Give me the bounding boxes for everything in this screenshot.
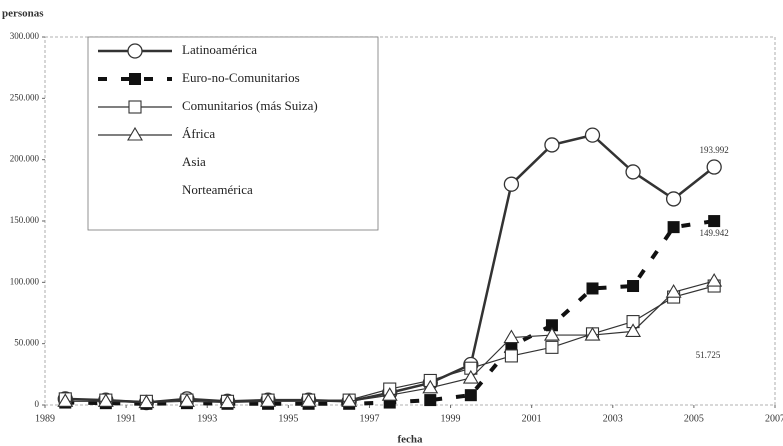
legend-label: Comunitarios (más Suiza) xyxy=(182,98,318,113)
value-label: 149.942 xyxy=(700,228,729,238)
marker xyxy=(586,282,599,295)
marker xyxy=(341,393,358,407)
legend: Latinoamérica Euro-no-Comunitarios Comunit… xyxy=(87,36,379,231)
x-tick-label: 2005 xyxy=(684,413,704,424)
y-tick-label: 100.000 xyxy=(10,276,40,286)
annotation: 51.725 xyxy=(696,350,721,360)
x-tick-label: 2007 xyxy=(765,413,783,424)
x-tick-label: 1989 xyxy=(35,413,55,424)
x-axis-title: fecha xyxy=(397,434,423,446)
marker xyxy=(505,340,518,353)
marker xyxy=(219,394,236,409)
marker xyxy=(545,319,558,332)
marker xyxy=(462,369,479,384)
legend-label: África xyxy=(182,126,215,141)
y-tick-label: 0 xyxy=(35,399,40,409)
x-tick-label: 2003 xyxy=(603,413,623,424)
marker xyxy=(545,340,559,354)
marker xyxy=(464,389,477,402)
marker xyxy=(584,127,601,143)
legend-label: Euro-no-Comunitarios xyxy=(182,70,300,85)
x-tick-label: 1993 xyxy=(197,413,217,424)
marker xyxy=(708,215,721,228)
legend-label: Norteamérica xyxy=(182,182,253,197)
legend-marker xyxy=(129,73,141,85)
legend-marker xyxy=(127,43,143,59)
x-tick-label: 1995 xyxy=(278,413,298,424)
marker xyxy=(138,394,155,409)
marker xyxy=(584,326,601,341)
x-tick-label: 1991 xyxy=(116,413,136,424)
marker xyxy=(424,394,437,407)
x-tick-label: 1999 xyxy=(441,413,461,424)
marker xyxy=(706,159,722,175)
marker xyxy=(706,273,723,287)
y-tick-label: 250.000 xyxy=(10,92,40,102)
marker xyxy=(97,393,114,407)
x-tick-label: 1997 xyxy=(359,413,379,424)
y-axis-title: personas xyxy=(2,8,44,20)
marker xyxy=(57,393,74,407)
y-tick-label: 150.000 xyxy=(10,215,40,225)
marker xyxy=(544,137,560,153)
marker xyxy=(625,164,641,180)
x-tick-label: 2001 xyxy=(522,413,542,424)
legend-label: Asia xyxy=(182,154,206,169)
y-tick-label: 300.000 xyxy=(10,31,40,41)
marker xyxy=(667,221,680,234)
marker xyxy=(504,349,518,363)
series-line xyxy=(65,219,715,406)
y-tick-label: 200.000 xyxy=(10,154,40,164)
marker xyxy=(627,280,640,293)
marker xyxy=(503,329,520,344)
legend-label: Latinoamérica xyxy=(182,42,257,57)
marker xyxy=(665,284,682,298)
marker xyxy=(381,387,398,401)
value-label: 193.992 xyxy=(700,145,729,155)
marker xyxy=(260,393,277,407)
marker xyxy=(178,393,195,407)
marker xyxy=(422,379,439,394)
marker xyxy=(665,191,682,207)
marker xyxy=(300,393,317,407)
marker xyxy=(503,176,520,192)
marker xyxy=(543,326,560,341)
y-tick-label: 50.000 xyxy=(14,338,39,348)
legend-marker xyxy=(128,100,142,114)
marker xyxy=(625,323,642,337)
legend-marker xyxy=(127,126,143,141)
